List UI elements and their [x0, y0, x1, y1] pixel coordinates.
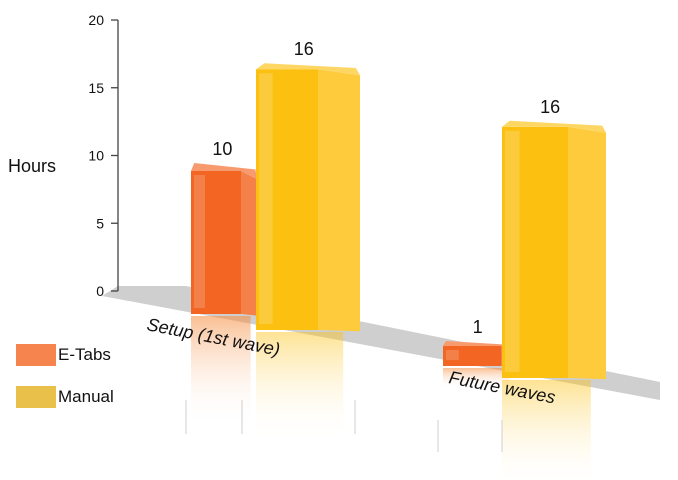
bar-highlight: [194, 175, 205, 308]
bar-manual-future: [502, 120, 606, 380]
bar-highlight: [505, 130, 520, 372]
data-label-etabs-future: 1: [473, 317, 483, 337]
bar-top-face: [191, 163, 257, 179]
y-tick-label: 0: [96, 283, 104, 299]
legend-item-etabs: E-Tabs: [16, 343, 114, 367]
y-tick-label: 5: [96, 215, 104, 231]
bar-reflection: [502, 380, 591, 480]
bar-top-face: [443, 341, 515, 351]
y-tick-label: 10: [88, 148, 104, 164]
bar-side-face: [318, 69, 360, 332]
y-tick-label: 15: [88, 80, 104, 96]
data-label-manual-future: 16: [540, 97, 560, 117]
bar-reflection: [191, 316, 251, 426]
bar-reflection: [256, 332, 344, 442]
legend-swatch-manual: [16, 386, 56, 408]
legend-item-manual: Manual: [16, 385, 114, 409]
bar-front-face: [502, 126, 568, 378]
legend-label-manual: Manual: [58, 387, 114, 406]
data-label-etabs-setup: 10: [212, 139, 232, 159]
bar-side-face: [568, 126, 606, 380]
legend-swatch-etabs: [16, 344, 56, 366]
legend-label-etabs: E-Tabs: [58, 345, 111, 364]
bar-top-face: [256, 63, 360, 76]
bar-etabs-setup: [191, 163, 257, 316]
bar-manual-setup: [256, 63, 360, 332]
data-label-manual-setup: 16: [294, 39, 314, 59]
bar-reflection: [443, 368, 510, 388]
y-axis-title: Hours: [8, 156, 56, 176]
bar-highlight: [259, 73, 273, 324]
bar-top-face: [502, 120, 606, 133]
bar-front-face: [256, 69, 318, 330]
y-tick-label: 20: [88, 12, 104, 28]
legend: E-Tabs Manual: [16, 343, 114, 427]
bar-side-face: [241, 171, 257, 316]
bar-front-face: [191, 171, 241, 314]
bar-front-face: [443, 346, 501, 366]
bar-highlight: [446, 350, 459, 360]
